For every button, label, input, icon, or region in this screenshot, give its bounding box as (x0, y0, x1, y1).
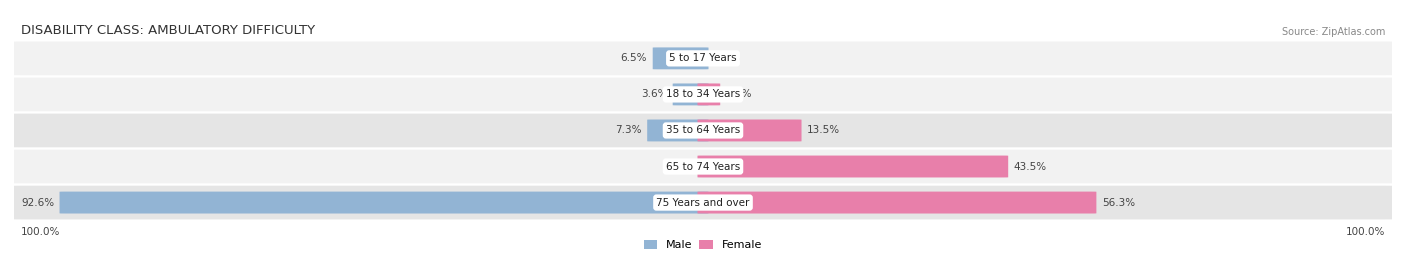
Text: 100.0%: 100.0% (21, 227, 60, 237)
Text: 0.0%: 0.0% (714, 53, 741, 63)
Text: 92.6%: 92.6% (21, 197, 53, 208)
Text: 5 to 17 Years: 5 to 17 Years (669, 53, 737, 63)
Text: 18 to 34 Years: 18 to 34 Years (666, 89, 740, 100)
Text: 56.3%: 56.3% (1102, 197, 1135, 208)
Legend: Male, Female: Male, Female (640, 235, 766, 255)
Text: 43.5%: 43.5% (1014, 161, 1047, 172)
Text: 1.7%: 1.7% (725, 89, 752, 100)
Text: DISABILITY CLASS: AMBULATORY DIFFICULTY: DISABILITY CLASS: AMBULATORY DIFFICULTY (21, 24, 315, 37)
FancyBboxPatch shape (59, 192, 709, 214)
Text: 7.3%: 7.3% (616, 125, 641, 136)
Text: 100.0%: 100.0% (1346, 227, 1385, 237)
FancyBboxPatch shape (10, 186, 1396, 220)
Text: Source: ZipAtlas.com: Source: ZipAtlas.com (1282, 27, 1385, 37)
FancyBboxPatch shape (10, 150, 1396, 183)
Text: 6.5%: 6.5% (620, 53, 647, 63)
FancyBboxPatch shape (10, 77, 1396, 111)
FancyBboxPatch shape (10, 114, 1396, 147)
FancyBboxPatch shape (697, 83, 720, 105)
Text: 0.0%: 0.0% (665, 161, 692, 172)
FancyBboxPatch shape (10, 41, 1396, 75)
FancyBboxPatch shape (672, 83, 709, 105)
FancyBboxPatch shape (697, 192, 1097, 214)
FancyBboxPatch shape (652, 47, 709, 69)
Text: 35 to 64 Years: 35 to 64 Years (666, 125, 740, 136)
Text: 75 Years and over: 75 Years and over (657, 197, 749, 208)
FancyBboxPatch shape (697, 119, 801, 141)
Text: 13.5%: 13.5% (807, 125, 841, 136)
Text: 65 to 74 Years: 65 to 74 Years (666, 161, 740, 172)
FancyBboxPatch shape (647, 119, 709, 141)
FancyBboxPatch shape (697, 155, 1008, 178)
Text: 3.6%: 3.6% (641, 89, 668, 100)
